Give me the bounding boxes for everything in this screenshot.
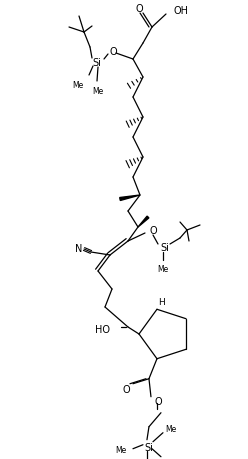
Text: Si: Si bbox=[160, 242, 169, 252]
Polygon shape bbox=[120, 196, 140, 201]
Text: Me: Me bbox=[165, 424, 176, 433]
Text: H: H bbox=[158, 297, 165, 306]
Text: O: O bbox=[155, 396, 163, 406]
Text: Me: Me bbox=[72, 81, 84, 90]
Text: HO: HO bbox=[95, 325, 110, 334]
Text: Si: Si bbox=[145, 442, 154, 452]
Text: O: O bbox=[109, 47, 117, 57]
Text: O: O bbox=[122, 384, 130, 394]
Text: Me: Me bbox=[92, 87, 104, 96]
Text: OH: OH bbox=[174, 6, 189, 16]
Polygon shape bbox=[138, 217, 149, 228]
Text: O: O bbox=[149, 225, 157, 235]
Text: O: O bbox=[135, 4, 143, 14]
Text: Si: Si bbox=[93, 58, 101, 68]
Text: Me: Me bbox=[116, 445, 127, 454]
Text: N: N bbox=[75, 243, 83, 253]
Text: Me: Me bbox=[157, 265, 169, 274]
